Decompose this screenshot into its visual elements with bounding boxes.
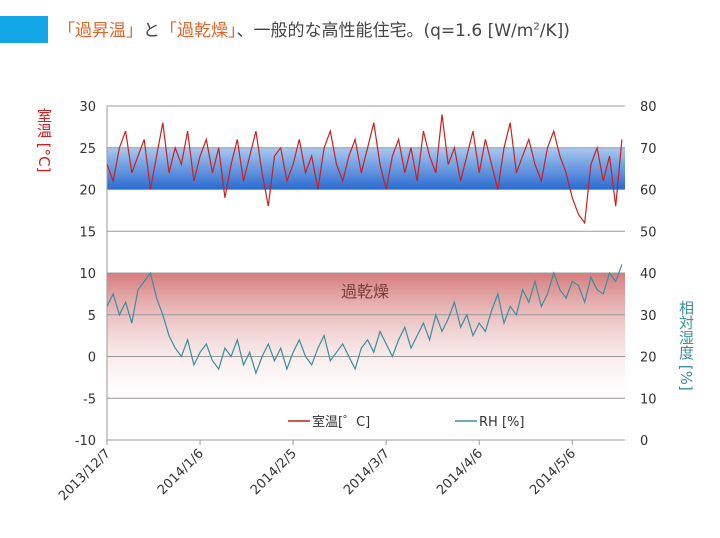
title-part: 「過昇温」	[58, 21, 143, 41]
y2-tick-label: 0	[640, 434, 648, 449]
y2-tick-label: 10	[640, 392, 657, 407]
x-tick-label: 2014/1/6	[155, 446, 207, 498]
y-tick-label: 5	[88, 309, 96, 324]
y2-tick-label: 50	[640, 225, 657, 240]
y2-tick-label: 70	[640, 142, 657, 157]
y2-tick-label: 20	[640, 351, 657, 366]
y-tick-label: 10	[79, 267, 96, 282]
y-tick-label: -10	[75, 434, 96, 449]
y-tick-label: 25	[79, 142, 96, 157]
y-tick-label: 30	[79, 100, 96, 115]
y-tick-label: 0	[88, 351, 96, 366]
legend-label: RH [%]	[479, 415, 524, 430]
x-tick-label: 2014/2/5	[248, 446, 300, 498]
title-part: 「過乾燥」	[160, 21, 237, 41]
x-tick-label: 2013/12/7	[56, 446, 114, 504]
page-title: 「過昇温」と「過乾燥」、一般的な高性能住宅。(q=1.6 [W/m2/K])	[58, 16, 570, 41]
y2-tick-label: 40	[640, 267, 657, 282]
y-tick-label: -5	[83, 392, 96, 407]
y-tick-label: 20	[79, 184, 96, 199]
y-axis-label-left: 室温 [°C]	[35, 108, 53, 173]
legend-label: 室温[゜C]	[312, 414, 370, 430]
series-line-rh	[106, 264, 623, 376]
header-accent-bar	[0, 16, 48, 43]
y-tick-label: 15	[79, 225, 96, 240]
y2-tick-label: 30	[640, 309, 657, 324]
title-superscript: 2	[533, 21, 540, 33]
title-part: 、一般的な高性能住宅。(q=1.6 [W/m	[236, 21, 534, 41]
x-tick-label: 2014/5/6	[527, 446, 579, 498]
band-label: 過乾燥	[341, 282, 389, 301]
title-part: /K])	[539, 21, 570, 41]
series-line-temp	[106, 114, 623, 225]
y2-tick-label: 80	[640, 100, 657, 115]
x-tick-label: 2014/3/7	[341, 446, 393, 498]
title-part: と	[143, 21, 160, 41]
y2-tick-label: 60	[640, 184, 657, 199]
y-axis-label-right: 相対湿度 [%]	[677, 300, 695, 391]
x-tick-label: 2014/4/6	[434, 446, 486, 498]
